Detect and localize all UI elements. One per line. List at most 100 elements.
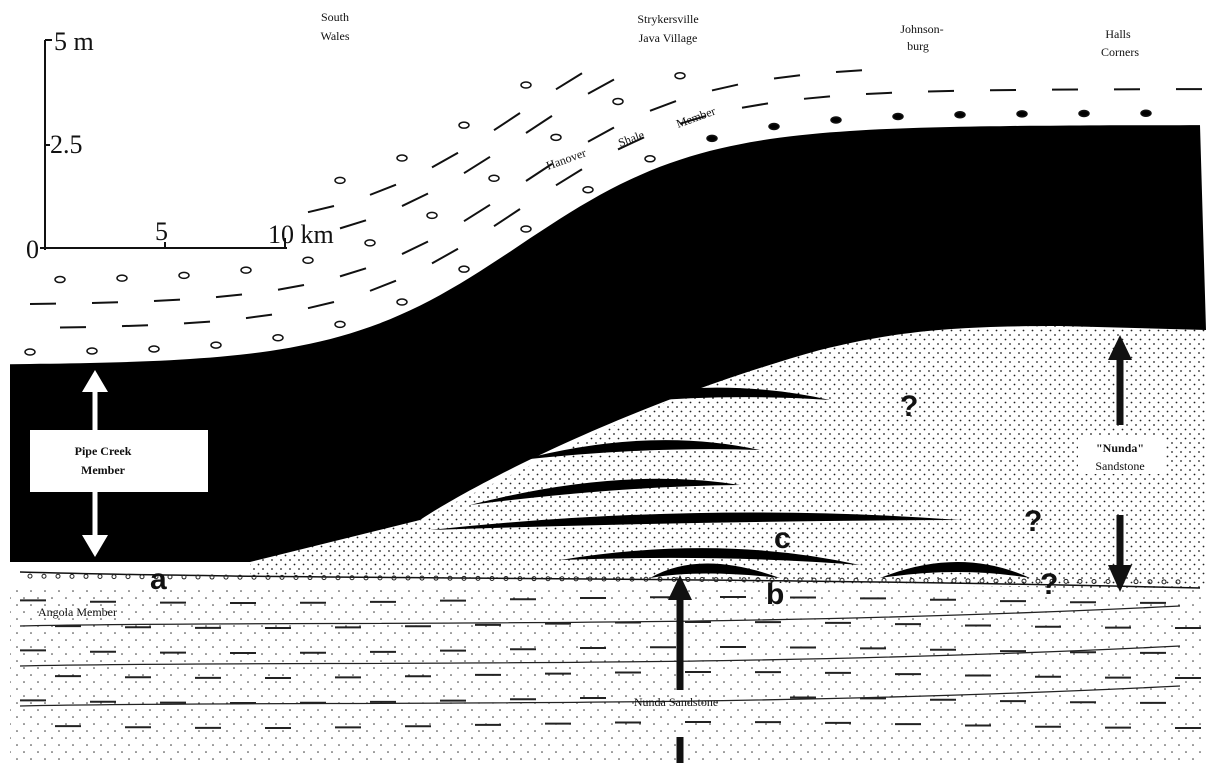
dash bbox=[91, 301, 119, 304]
pebble bbox=[396, 298, 408, 306]
pebble bbox=[909, 578, 915, 584]
pebble bbox=[1175, 579, 1181, 585]
pebble bbox=[307, 575, 313, 581]
dash bbox=[401, 192, 429, 207]
pebble bbox=[433, 575, 439, 581]
pebble bbox=[458, 265, 470, 273]
pebble bbox=[447, 575, 453, 581]
arrow-head bbox=[668, 575, 692, 600]
pebble bbox=[559, 576, 565, 582]
dash bbox=[463, 155, 491, 175]
dash bbox=[245, 313, 273, 320]
pebble bbox=[550, 133, 562, 142]
pebble bbox=[612, 97, 624, 106]
dash bbox=[711, 83, 739, 92]
pebble bbox=[210, 341, 222, 349]
pebble bbox=[1007, 578, 1013, 584]
member-label: Shale bbox=[616, 128, 646, 150]
pebble bbox=[223, 574, 229, 580]
member-label: Pipe Creek bbox=[75, 444, 132, 458]
pebble bbox=[853, 577, 859, 583]
pebble bbox=[923, 578, 929, 584]
shale-lens bbox=[880, 562, 1030, 578]
arrow-heads bbox=[82, 370, 108, 557]
pebble bbox=[615, 576, 621, 582]
shale-lens bbox=[470, 478, 740, 505]
strata bbox=[10, 69, 1206, 763]
dash bbox=[865, 91, 893, 96]
pebble bbox=[148, 345, 160, 353]
pebble bbox=[685, 576, 691, 582]
locality: Strykersville bbox=[637, 12, 698, 26]
pebble bbox=[713, 577, 719, 583]
member-label: Member bbox=[674, 104, 717, 131]
pebble bbox=[240, 266, 252, 274]
pebble bbox=[573, 576, 579, 582]
pebble bbox=[657, 576, 663, 582]
pebble bbox=[797, 577, 803, 583]
pebble bbox=[727, 577, 733, 583]
pebble bbox=[1077, 578, 1083, 584]
pebble bbox=[334, 176, 346, 185]
member-label: Nunda Sandstone bbox=[634, 695, 718, 709]
sand-body bbox=[250, 322, 1206, 590]
dash bbox=[369, 279, 397, 292]
pebble bbox=[209, 574, 215, 580]
pebble bbox=[1091, 578, 1097, 584]
pebble bbox=[86, 347, 98, 355]
pebble bbox=[892, 112, 904, 121]
point-label: a bbox=[150, 563, 167, 596]
pebble bbox=[839, 577, 845, 583]
shale-lens bbox=[650, 563, 780, 578]
pebble bbox=[489, 575, 495, 581]
pebble bbox=[302, 256, 314, 264]
dash bbox=[431, 151, 459, 169]
bedding-line bbox=[19, 605, 1181, 627]
bedding-line bbox=[19, 685, 1181, 707]
dash bbox=[307, 205, 335, 214]
dash bbox=[339, 219, 367, 230]
pebble bbox=[54, 275, 66, 284]
pebble bbox=[601, 576, 607, 582]
pebble bbox=[488, 174, 500, 182]
pebble bbox=[405, 575, 411, 581]
scale-label: 10 km bbox=[268, 220, 334, 249]
pebble bbox=[1063, 578, 1069, 584]
dash bbox=[183, 320, 211, 325]
dash bbox=[463, 203, 491, 223]
pebble bbox=[1133, 579, 1139, 585]
pebble bbox=[1078, 109, 1090, 118]
pebble bbox=[181, 574, 187, 580]
label-box bbox=[30, 430, 208, 492]
pebble bbox=[1021, 578, 1027, 584]
dash bbox=[587, 78, 615, 95]
question-mark: ? bbox=[1024, 505, 1042, 538]
pebble bbox=[27, 573, 33, 579]
pebble bbox=[867, 577, 873, 583]
pebble bbox=[475, 575, 481, 581]
base-line bbox=[19, 571, 1201, 589]
pebble bbox=[1105, 579, 1111, 585]
pebble bbox=[783, 577, 789, 583]
member-label: Member bbox=[81, 463, 126, 477]
pebble bbox=[768, 122, 780, 131]
pebble bbox=[116, 274, 128, 282]
pebble bbox=[279, 574, 285, 580]
question-mark: ? bbox=[900, 390, 918, 423]
dash bbox=[525, 163, 553, 182]
pebble bbox=[895, 577, 901, 583]
pebble bbox=[251, 574, 257, 580]
member-label: Sandstone bbox=[1095, 459, 1144, 473]
dash bbox=[773, 74, 801, 80]
dash bbox=[649, 100, 677, 112]
pebble bbox=[643, 576, 649, 582]
arrow-head bbox=[1108, 565, 1132, 592]
dash bbox=[215, 293, 243, 299]
pebble bbox=[272, 333, 284, 342]
pebble bbox=[545, 576, 551, 582]
dash bbox=[525, 115, 553, 134]
pebble bbox=[265, 574, 271, 580]
pebble bbox=[671, 576, 677, 582]
locality: Wales bbox=[320, 29, 349, 43]
